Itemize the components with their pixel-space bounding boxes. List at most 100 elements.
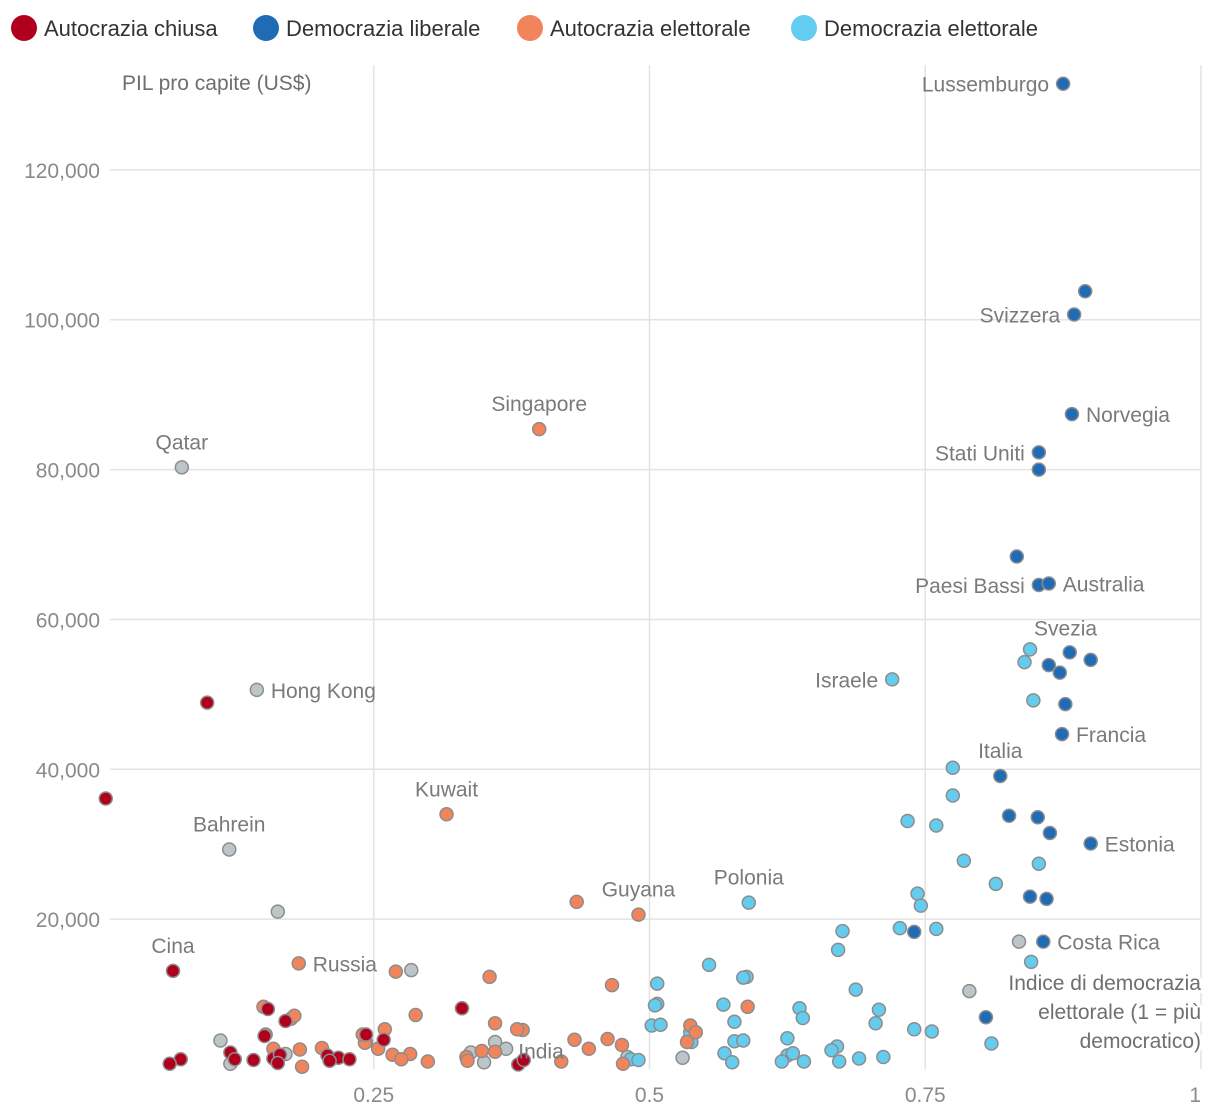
point-autocrazia-chiusa[interactable] [342, 1052, 357, 1067]
point-democrazia-liberale[interactable] [1031, 445, 1047, 460]
point-democrazia-elettorale[interactable] [835, 923, 850, 939]
point-democrazia-elettorale[interactable] [984, 1036, 999, 1051]
point-autocrazia-chiusa[interactable] [454, 1001, 470, 1016]
point-autocrazia-elettorale[interactable] [408, 1007, 423, 1023]
point-democrazia-elettorale[interactable] [795, 1010, 811, 1026]
point-democrazia-elettorale[interactable] [785, 1046, 801, 1061]
legend-item-liberal_democracy[interactable]: Democrazia liberale [253, 15, 480, 41]
point-democrazia-elettorale[interactable] [900, 813, 915, 829]
point-democrazia-elettorale[interactable] [929, 818, 944, 833]
point-autocrazia-elettorale[interactable] [487, 1016, 503, 1031]
point-autocrazia-chiusa[interactable] [516, 1052, 532, 1068]
point-democrazia-liberale[interactable] [1066, 307, 1082, 322]
point-nessun-dato[interactable] [249, 682, 265, 698]
point-democrazia-elettorale[interactable] [741, 895, 757, 910]
point-democrazia-elettorale[interactable] [884, 672, 900, 687]
point-autocrazia-elettorale[interactable] [460, 1053, 475, 1069]
point-autocrazia-elettorale[interactable] [292, 1042, 308, 1057]
point-democrazia-elettorale[interactable] [736, 1033, 751, 1048]
point-democrazia-liberale[interactable] [1052, 665, 1068, 680]
point-democrazia-liberale[interactable] [1030, 810, 1046, 825]
point-autocrazia-chiusa[interactable] [165, 963, 181, 979]
point-democrazia-liberale[interactable] [1022, 889, 1038, 904]
point-autocrazia-elettorale[interactable] [615, 1056, 631, 1072]
point-autocrazia-elettorale[interactable] [482, 969, 497, 985]
point-democrazia-liberale[interactable] [1041, 576, 1057, 591]
point-autocrazia-elettorale[interactable] [581, 1041, 597, 1057]
point-autocrazia-chiusa[interactable] [227, 1052, 243, 1067]
point-democrazia-liberale[interactable] [1064, 406, 1080, 422]
point-autocrazia-chiusa[interactable] [260, 1001, 276, 1017]
point-autocrazia-chiusa[interactable] [246, 1052, 261, 1068]
point-nessun-dato[interactable] [404, 962, 419, 978]
point-autocrazia-elettorale[interactable] [631, 907, 646, 922]
point-democrazia-elettorale[interactable] [1026, 693, 1041, 708]
point-autocrazia-elettorale[interactable] [604, 977, 620, 993]
point-autocrazia-elettorale[interactable] [487, 1044, 503, 1060]
point-democrazia-elettorale[interactable] [701, 957, 717, 973]
point-democrazia-elettorale[interactable] [945, 760, 961, 776]
point-democrazia-elettorale[interactable] [913, 898, 929, 913]
point-democrazia-liberale[interactable] [1055, 76, 1071, 91]
point-autocrazia-elettorale[interactable] [740, 999, 755, 1015]
point-democrazia-liberale[interactable] [1058, 696, 1073, 712]
point-autocrazia-elettorale[interactable] [474, 1043, 490, 1059]
point-autocrazia-chiusa[interactable] [358, 1027, 374, 1042]
legend-item-electoral_autocracy[interactable]: Autocrazia elettorale [517, 15, 751, 41]
point-democrazia-elettorale[interactable] [910, 886, 925, 901]
point-democrazia-liberale[interactable] [1009, 549, 1025, 564]
point-autocrazia-chiusa[interactable] [162, 1056, 177, 1072]
point-democrazia-elettorale[interactable] [831, 1054, 847, 1069]
point-autocrazia-elettorale[interactable] [614, 1037, 630, 1053]
point-autocrazia-chiusa[interactable] [376, 1032, 391, 1048]
point-autocrazia-elettorale[interactable] [531, 421, 547, 437]
point-autocrazia-elettorale[interactable] [600, 1031, 615, 1047]
point-democrazia-elettorale[interactable] [868, 1016, 883, 1031]
point-democrazia-elettorale[interactable] [1022, 642, 1038, 657]
point-nessun-dato[interactable] [222, 842, 237, 857]
point-autocrazia-chiusa[interactable] [322, 1053, 337, 1069]
point-democrazia-elettorale[interactable] [716, 997, 731, 1012]
point-democrazia-elettorale[interactable] [1023, 954, 1039, 970]
point-democrazia-elettorale[interactable] [848, 982, 864, 997]
point-autocrazia-elettorale[interactable] [554, 1054, 569, 1069]
point-nessun-dato[interactable] [1011, 934, 1027, 949]
point-nessun-dato[interactable] [675, 1050, 690, 1066]
point-autocrazia-chiusa[interactable] [98, 791, 113, 806]
point-democrazia-elettorale[interactable] [774, 1054, 790, 1069]
point-autocrazia-elettorale[interactable] [394, 1052, 409, 1067]
point-autocrazia-elettorale[interactable] [388, 964, 404, 979]
point-autocrazia-chiusa[interactable] [270, 1055, 286, 1071]
point-autocrazia-elettorale[interactable] [439, 807, 454, 822]
point-democrazia-elettorale[interactable] [1017, 654, 1032, 670]
point-democrazia-elettorale[interactable] [727, 1014, 742, 1030]
point-democrazia-elettorale[interactable] [647, 998, 663, 1013]
point-autocrazia-elettorale[interactable] [679, 1034, 695, 1050]
point-nessun-dato[interactable] [270, 904, 286, 919]
point-democrazia-elettorale[interactable] [1031, 856, 1047, 871]
point-democrazia-elettorale[interactable] [631, 1052, 646, 1068]
point-democrazia-elettorale[interactable] [653, 1017, 668, 1033]
point-democrazia-elettorale[interactable] [945, 788, 961, 803]
point-nessun-dato[interactable] [213, 1033, 228, 1048]
point-democrazia-liberale[interactable] [1041, 657, 1057, 673]
point-democrazia-elettorale[interactable] [851, 1051, 867, 1066]
point-autocrazia-elettorale[interactable] [567, 1032, 582, 1048]
point-democrazia-elettorale[interactable] [780, 1031, 795, 1046]
point-democrazia-elettorale[interactable] [929, 921, 944, 937]
point-nessun-dato[interactable] [962, 983, 977, 999]
point-democrazia-elettorale[interactable] [924, 1024, 940, 1039]
point-democrazia-liberale[interactable] [906, 924, 922, 940]
point-democrazia-liberale[interactable] [1039, 891, 1054, 907]
point-democrazia-liberale[interactable] [1042, 825, 1058, 841]
point-autocrazia-elettorale[interactable] [688, 1025, 704, 1040]
point-autocrazia-chiusa[interactable] [199, 695, 215, 710]
point-autocrazia-elettorale[interactable] [420, 1054, 436, 1069]
point-democrazia-elettorale[interactable] [724, 1055, 740, 1070]
point-democrazia-elettorale[interactable] [717, 1046, 732, 1061]
point-democrazia-elettorale[interactable] [796, 1054, 812, 1069]
point-autocrazia-elettorale[interactable] [291, 956, 306, 971]
point-democrazia-elettorale[interactable] [906, 1022, 922, 1037]
point-democrazia-liberale[interactable] [1054, 726, 1070, 742]
point-democrazia-elettorale[interactable] [649, 976, 665, 991]
